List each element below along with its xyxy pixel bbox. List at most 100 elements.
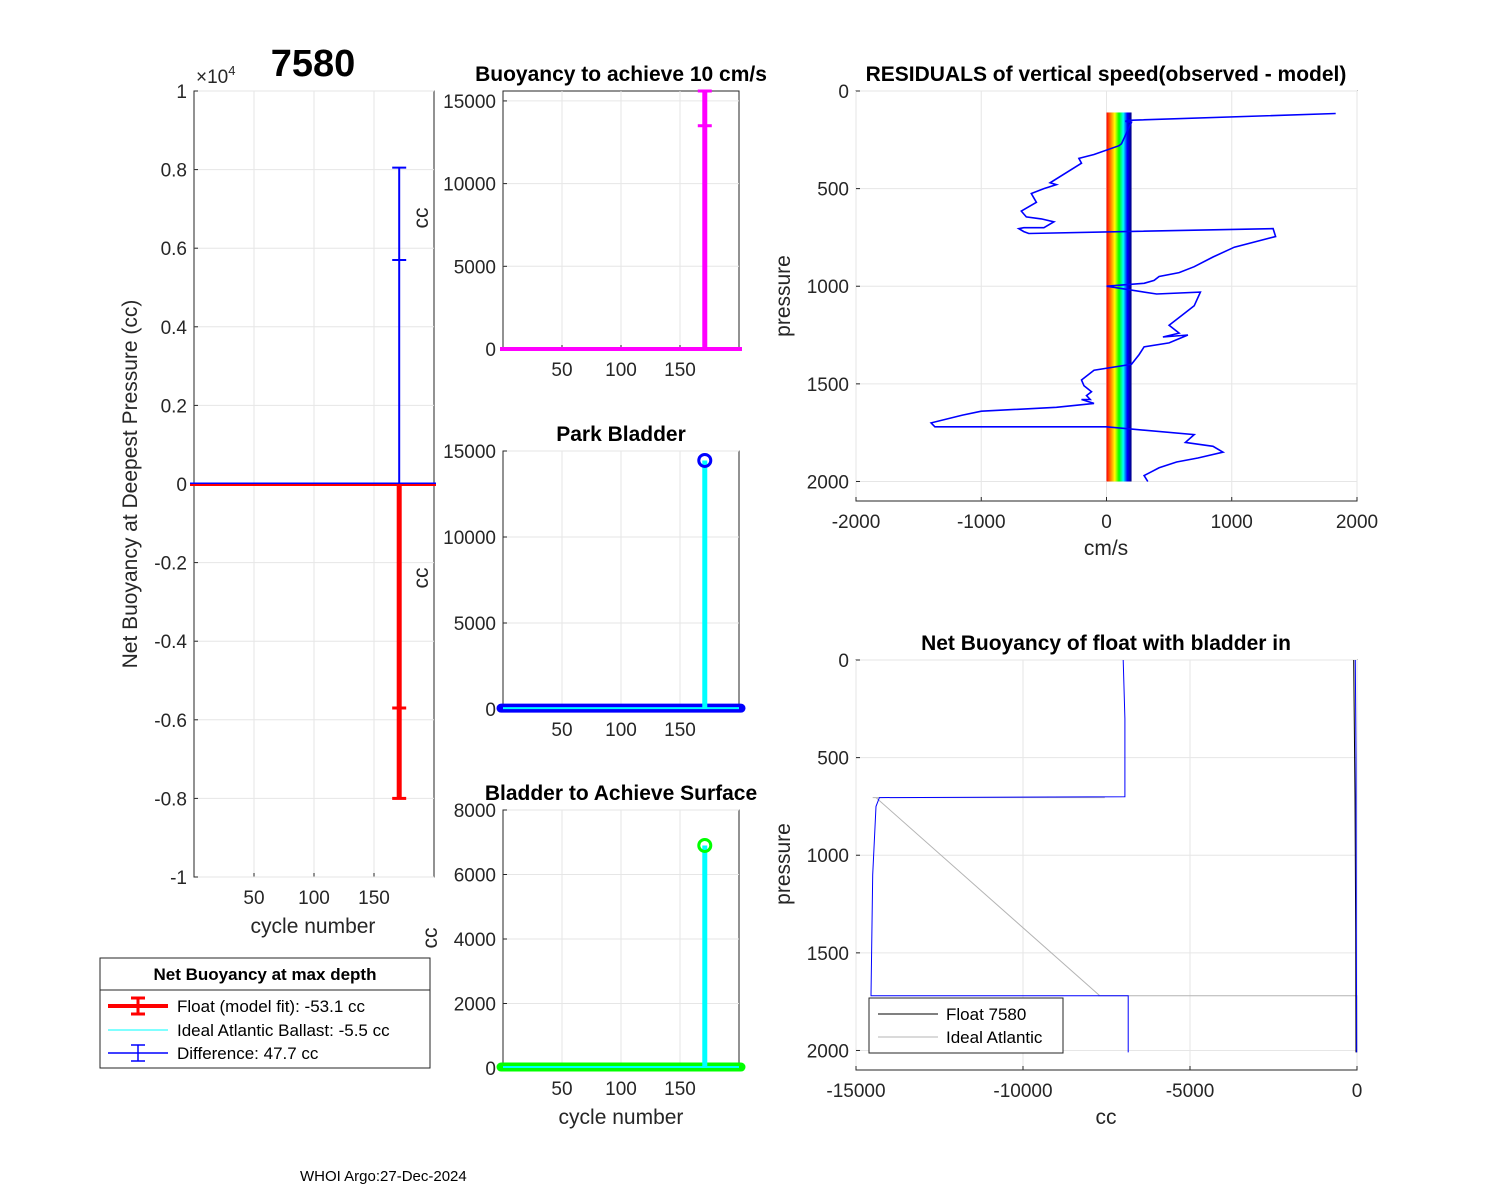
x-tick-labels: -15000 -10000 -5000 0: [826, 1081, 1362, 1102]
y-tick-label: 5000: [454, 257, 496, 278]
profile-line: [872, 797, 1358, 1053]
y-tick-label: -0.6: [154, 711, 187, 732]
y-tick-label: 0.6: [161, 239, 187, 260]
y-tick-label: 15000: [443, 442, 496, 463]
y-tick-labels: -1 -0.8 -0.6 -0.4 -0.2 0 0.2 0.4 0.6 0.8 1: [154, 82, 187, 889]
legend-entry-ideal: Ideal Atlantic Ballast: -5.5 cc: [108, 1021, 390, 1040]
x-tick-labels: 50 100 150: [243, 888, 389, 909]
errorbar-marks: [190, 166, 436, 800]
x-tick-label: -15000: [826, 1081, 885, 1102]
y-tick-label: 8000: [454, 801, 496, 822]
stem-marks: [496, 837, 746, 1072]
legend-box: [99, 957, 431, 1069]
profile-line: [1353, 659, 1357, 1053]
y-tick-label: 0: [485, 700, 496, 721]
y-tick-label: 15000: [443, 92, 496, 113]
x-tick-labels: 50 100 150: [551, 1079, 695, 1100]
y-tick-labels: 0 5000 10000 15000: [443, 442, 496, 721]
grid: [194, 90, 434, 878]
x-axis-label: cycle number: [251, 915, 376, 938]
x-tick-labels: 50 100 150: [551, 360, 695, 381]
y-axis-label: Net Buoyancy at Deepest Pressure (cc): [119, 300, 142, 669]
stem-marker: [697, 837, 713, 853]
y-tick-label: 6000: [454, 866, 496, 887]
legend-profile: Float 7580 Ideal Atlantic: [868, 997, 1064, 1054]
x-tick-label: 150: [664, 720, 696, 741]
y-tick-label: 1000: [807, 277, 849, 298]
y-tick-label: 0.8: [161, 161, 187, 182]
panel-buoyancy-10cms: Buoyancy to achieve 10 cm/s 50 100 150 0 50…: [410, 63, 767, 381]
y-tick-label: 500: [817, 749, 849, 770]
y-tick-label: 2000: [807, 1041, 849, 1062]
y-tick-label: 0: [838, 82, 849, 103]
legend-label-ideal: Ideal Atlantic: [946, 1028, 1043, 1047]
panel-bladder-surface: Bladder to Achieve Surface 50 100 150 0 200…: [419, 782, 757, 1129]
y-tick-label: 1500: [807, 944, 849, 965]
residual-marks: [929, 112, 1336, 482]
panel-net-buoyancy-bladder: Net Buoyancy of float with bladder in -1…: [772, 632, 1362, 1129]
footer-credit: WHOI Argo:27-Dec-2024: [300, 1168, 467, 1185]
x-tick-label: -2000: [832, 512, 881, 533]
y-tick-label: 2000: [807, 472, 849, 493]
y-axis-label: cc: [410, 208, 433, 229]
x-tick-label: 50: [551, 360, 572, 381]
legend-label-ideal: Ideal Atlantic Ballast: -5.5 cc: [177, 1021, 390, 1040]
y-tick-label: 0.4: [161, 318, 188, 339]
y-tick-label: 0: [485, 1059, 496, 1080]
x-tick-label: 0: [1101, 512, 1112, 533]
x-tick-label: 150: [358, 888, 390, 909]
legend-label-float: Float (model fit): -53.1 cc: [177, 997, 366, 1016]
profile-lines: [870, 659, 1358, 1053]
stem-marker: [697, 452, 713, 468]
profile-line: [1354, 659, 1358, 1053]
x-tick-label: 100: [298, 888, 330, 909]
y-tick-labels: 0 5000 10000 15000: [443, 92, 496, 361]
legend-box: [868, 997, 1064, 1054]
x-tick-label: -5000: [1166, 1081, 1215, 1102]
profile-line: [870, 659, 1129, 1053]
y-axis-label: cc: [410, 568, 433, 589]
stem-marks: [500, 89, 742, 351]
x-tick-labels: 50 100 150: [551, 720, 695, 741]
x-tick-labels: -2000 -1000 0 1000 2000: [832, 512, 1378, 533]
y-tick-label: 4000: [454, 930, 496, 951]
panel-title: Net Buoyancy of float with bladder in: [921, 632, 1291, 655]
x-tick-label: 150: [664, 360, 696, 381]
legend-entry-difference: Difference: 47.7 cc: [108, 1044, 319, 1063]
rainbow-band: [1106, 112, 1132, 482]
panel-net-buoyancy-cycle: 7580 50 100 150 -1 -0.8 -0.6 -0.4 -0.2 0 0.2 0.4 0…: [119, 43, 436, 938]
y-axis-label: pressure: [772, 823, 795, 905]
x-tick-label: -10000: [993, 1081, 1052, 1102]
y-tick-label: -0.4: [154, 632, 187, 653]
y-exponent-label: ×104: [196, 63, 235, 88]
float-id-title: 7580: [271, 43, 356, 85]
stem-marks: [496, 452, 746, 713]
y-tick-label: 5000: [454, 614, 496, 635]
y-tick-label: -0.8: [154, 789, 187, 810]
y-tick-label: -1: [170, 868, 187, 889]
y-tick-labels: 0 2000 4000 6000 8000: [454, 801, 496, 1080]
x-tick-label: 100: [605, 1079, 637, 1100]
y-tick-label: 0: [838, 651, 849, 672]
y-tick-label: 500: [817, 180, 849, 201]
x-tick-label: 2000: [1336, 512, 1378, 533]
x-axis-label: cm/s: [1084, 537, 1128, 560]
x-tick-label: 0: [1352, 1081, 1363, 1102]
x-tick-label: 100: [605, 720, 637, 741]
x-tick-label: -1000: [957, 512, 1006, 533]
residual-line: [929, 112, 1336, 482]
panel-title: Park Bladder: [556, 423, 686, 446]
x-axis-label: cc: [1096, 1106, 1117, 1129]
y-tick-labels: 0 500 1000 1500 2000: [807, 82, 849, 493]
panel-title: Buoyancy to achieve 10 cm/s: [475, 63, 767, 86]
y-tick-labels: 0 500 1000 1500 2000: [807, 651, 849, 1062]
y-tick-label: 1: [176, 82, 187, 103]
y-tick-label: -0.2: [154, 554, 187, 575]
y-tick-label: 1500: [807, 375, 849, 396]
y-tick-label: 10000: [443, 528, 496, 549]
legend-entry-float: Float (model fit): -53.1 cc: [108, 996, 366, 1016]
y-tick-label: 1000: [807, 846, 849, 867]
y-axis-label: cc: [419, 928, 442, 949]
panel-residuals: RESIDUALS of vertical speed(observed - m…: [772, 63, 1378, 560]
